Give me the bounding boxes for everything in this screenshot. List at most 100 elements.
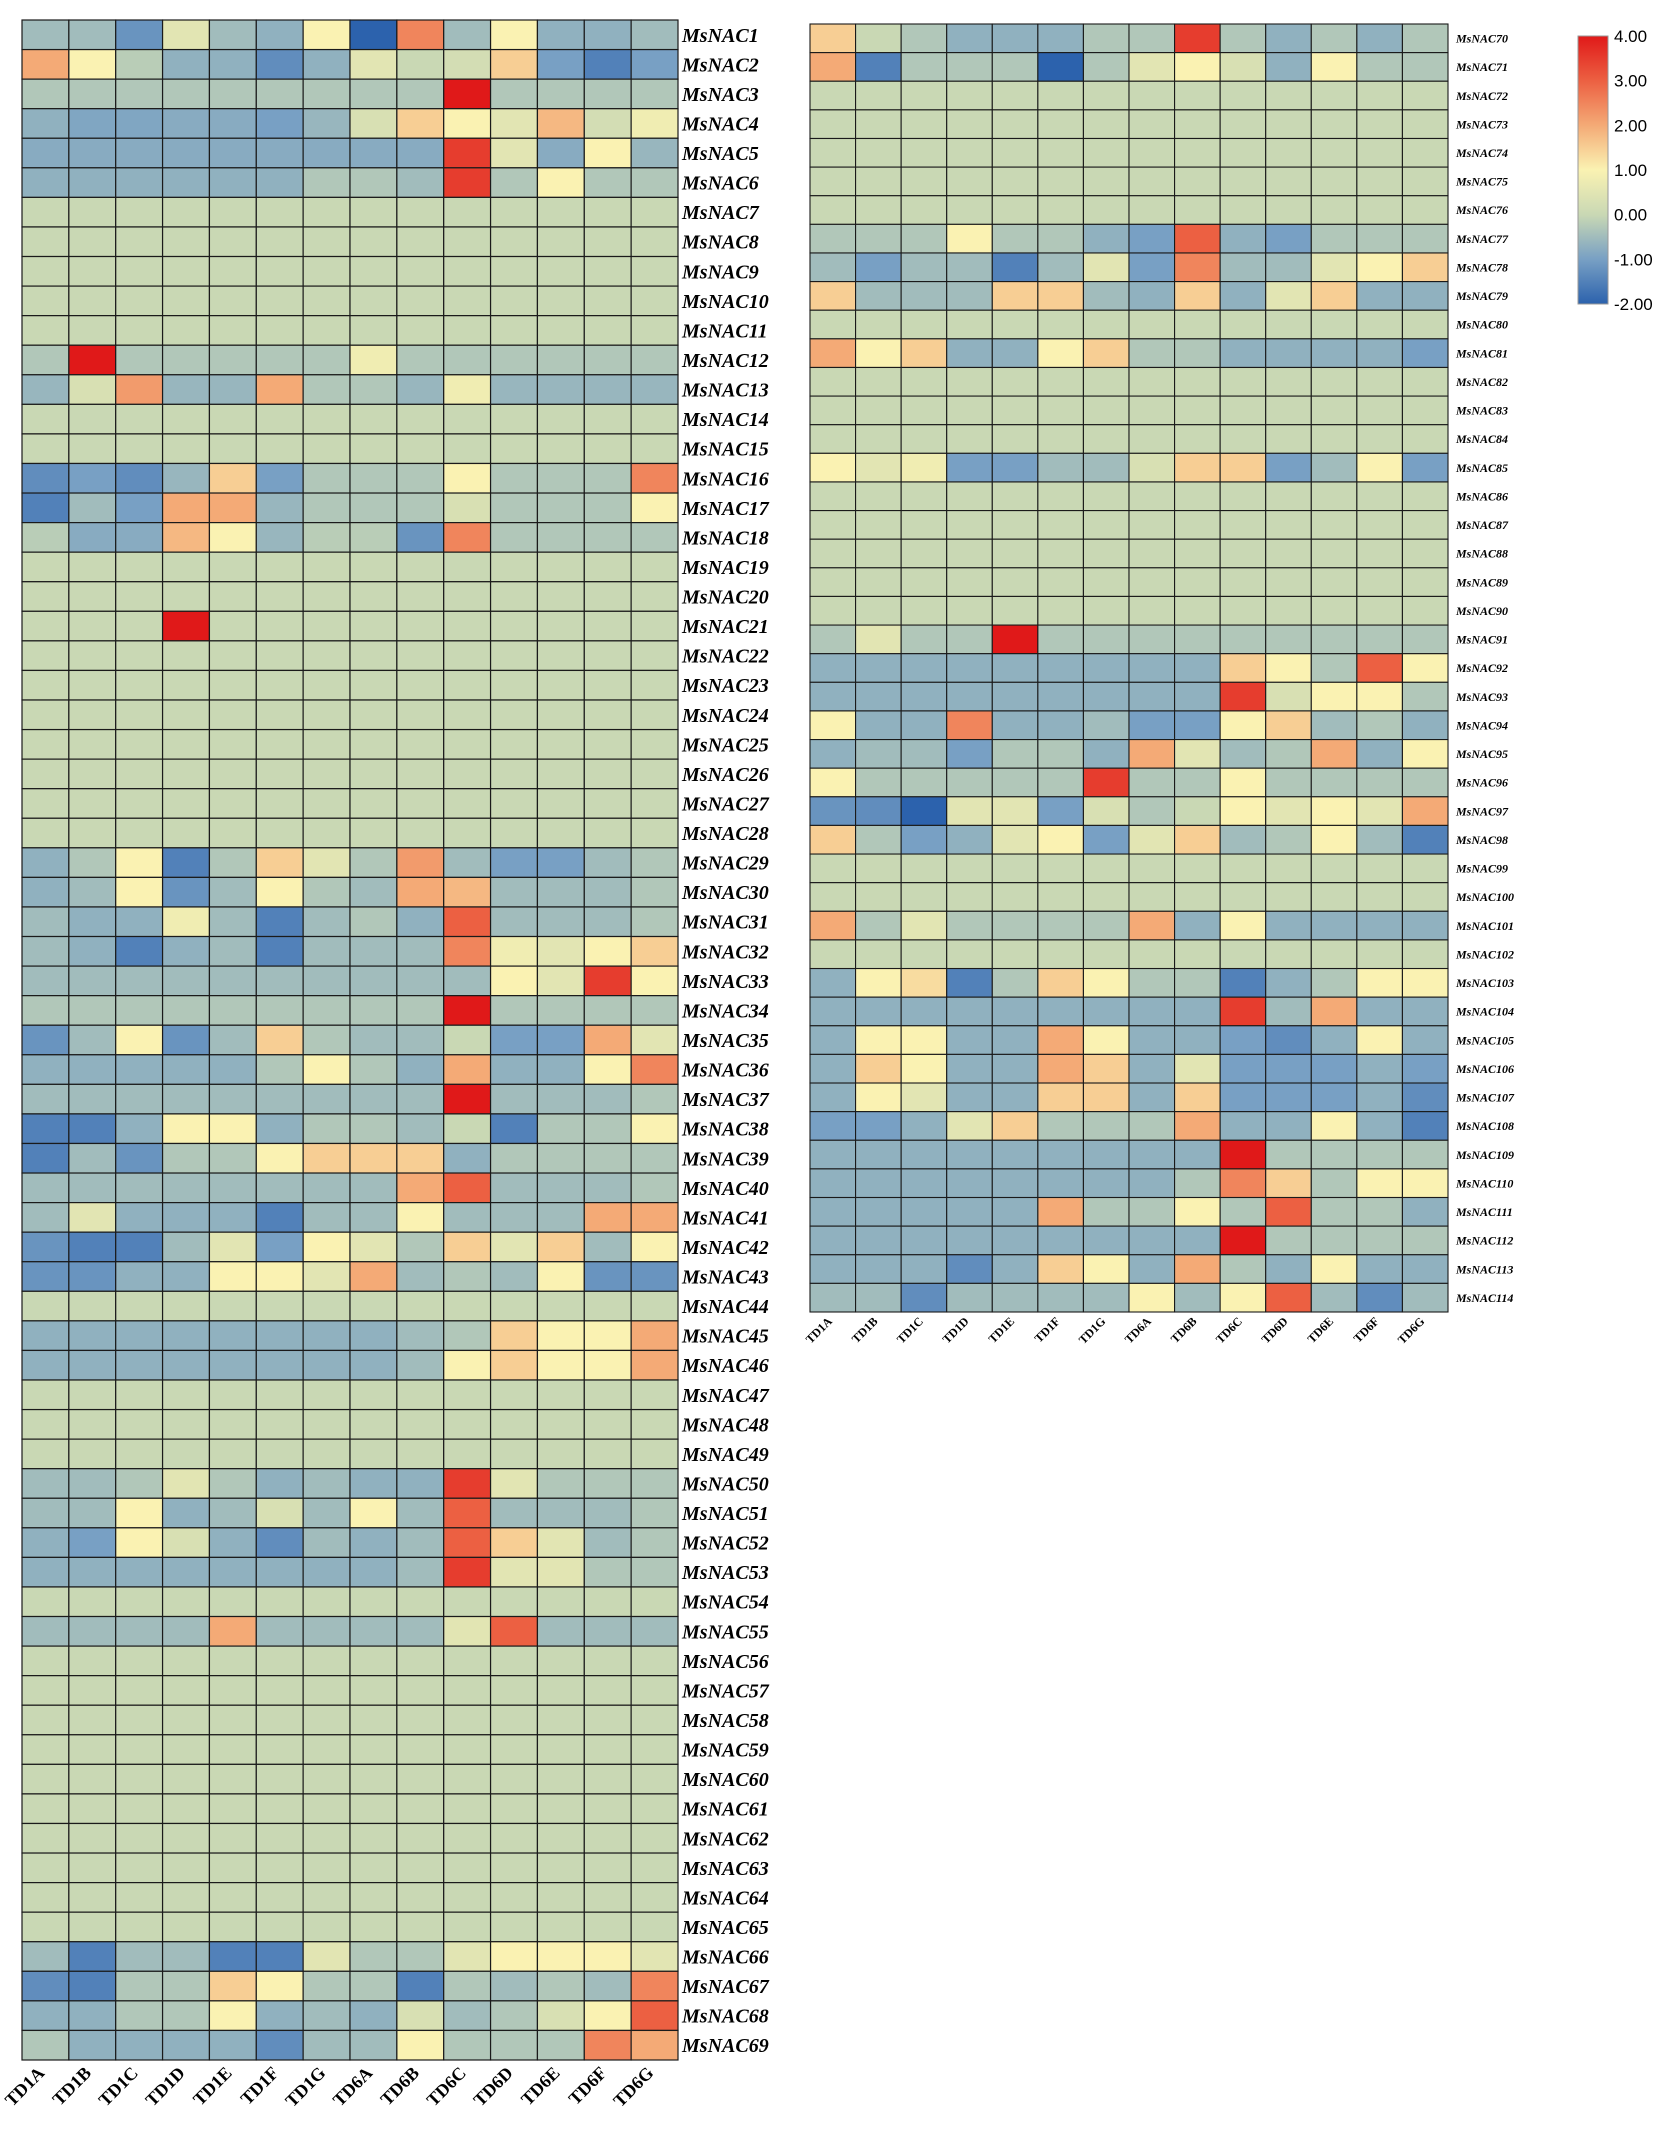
heatmap-cell bbox=[1128, 1139, 1176, 1170]
heatmap-cell bbox=[21, 433, 70, 465]
heatmap-cell bbox=[396, 226, 445, 258]
heatmap-cell bbox=[161, 492, 211, 524]
heatmap-cell bbox=[583, 403, 632, 435]
heatmap-cell bbox=[208, 1941, 257, 1972]
row-label: MsNAC106 bbox=[1455, 1062, 1514, 1076]
heatmap-cell bbox=[1174, 481, 1221, 512]
row-label: MsNAC101 bbox=[1455, 919, 1514, 933]
heatmap-cell bbox=[583, 1822, 632, 1854]
heatmap-cell bbox=[991, 567, 1039, 597]
heatmap-cell bbox=[1265, 424, 1312, 454]
heatmap-cell bbox=[536, 1970, 585, 2002]
heatmap-cell bbox=[855, 595, 902, 626]
heatmap-cell bbox=[396, 1379, 445, 1411]
heatmap-cell bbox=[68, 1497, 117, 1529]
heatmap-cell bbox=[630, 1083, 679, 1115]
heatmap-cell bbox=[161, 1704, 211, 1736]
heatmap-cell bbox=[1401, 510, 1449, 540]
heatmap-cell bbox=[302, 1438, 351, 1470]
heatmap-cell bbox=[1401, 395, 1449, 426]
row-label: MsNAC21 bbox=[681, 616, 769, 638]
heatmap-cell bbox=[489, 728, 539, 760]
heatmap-cell bbox=[1265, 395, 1312, 426]
heatmap-cell bbox=[991, 653, 1039, 683]
heatmap-cell bbox=[115, 817, 164, 849]
heatmap-cell bbox=[583, 1497, 632, 1529]
heatmap-cell bbox=[161, 1941, 211, 1972]
heatmap-cell bbox=[443, 965, 492, 997]
row-label: MsNAC52 bbox=[681, 1533, 769, 1555]
heatmap-cell bbox=[855, 653, 902, 683]
heatmap-cell bbox=[900, 223, 948, 254]
heatmap-cell bbox=[946, 1025, 993, 1055]
heatmap-cell bbox=[1356, 1254, 1403, 1284]
heatmap-cell bbox=[1037, 338, 1084, 369]
heatmap-cell bbox=[583, 19, 632, 51]
heatmap-cell bbox=[255, 196, 304, 228]
heatmap-cell bbox=[1037, 767, 1084, 798]
heatmap-cell bbox=[115, 1911, 164, 1943]
heatmap-cell bbox=[809, 739, 857, 769]
heatmap-cell bbox=[489, 935, 539, 967]
heatmap-cell bbox=[255, 1704, 304, 1736]
heatmap-cell bbox=[1174, 80, 1221, 111]
heatmap-cell bbox=[1174, 281, 1221, 311]
heatmap-cell bbox=[991, 137, 1039, 168]
heatmap-cell bbox=[161, 226, 211, 258]
heatmap-cell bbox=[1356, 1196, 1403, 1227]
heatmap-cell bbox=[396, 1408, 445, 1440]
heatmap-cell bbox=[489, 2000, 539, 2032]
heatmap-cell bbox=[1265, 481, 1312, 512]
heatmap-cell bbox=[255, 1734, 304, 1765]
heatmap-left: MsNAC1MsNAC2MsNAC3MsNAC4MsNAC5MsNAC6MsNA… bbox=[1, 19, 770, 2111]
heatmap-cell bbox=[855, 510, 902, 540]
heatmap-cell bbox=[302, 758, 351, 790]
heatmap-cell bbox=[583, 48, 632, 80]
heatmap-cell bbox=[349, 1113, 398, 1145]
heatmap-cell bbox=[443, 1438, 492, 1470]
heatmap-cell bbox=[302, 817, 351, 849]
heatmap-cell bbox=[1128, 1282, 1176, 1313]
heatmap-cell bbox=[489, 1054, 539, 1085]
heatmap-cell bbox=[1265, 195, 1312, 225]
heatmap-cell bbox=[583, 640, 632, 672]
heatmap-cell bbox=[1174, 1225, 1221, 1256]
heatmap-cell bbox=[68, 1911, 117, 1943]
heatmap-cell bbox=[302, 167, 351, 199]
heatmap-cell bbox=[255, 1911, 304, 1943]
heatmap-cell bbox=[68, 1083, 117, 1115]
heatmap-cell bbox=[489, 1142, 539, 1174]
heatmap-cell bbox=[443, 640, 492, 672]
heatmap-cell bbox=[349, 1468, 398, 1499]
heatmap-cell bbox=[855, 338, 902, 369]
color-legend: 4.003.002.001.000.00-1.00-2.00 bbox=[1577, 27, 1653, 314]
heatmap-cell bbox=[1219, 510, 1267, 540]
heatmap-cell bbox=[443, 1083, 492, 1115]
heatmap-cell bbox=[583, 1202, 632, 1233]
row-label: MsNAC45 bbox=[681, 1326, 769, 1348]
heatmap-cell bbox=[1082, 739, 1130, 769]
heatmap-cell bbox=[946, 1282, 993, 1313]
heatmap-cell bbox=[809, 1111, 857, 1141]
heatmap-cell bbox=[1356, 967, 1403, 998]
heatmap-cell bbox=[489, 1586, 539, 1618]
heatmap-cell bbox=[900, 681, 948, 712]
heatmap-cell bbox=[536, 1142, 585, 1174]
heatmap-cell bbox=[208, 1556, 257, 1588]
heatmap-cell bbox=[489, 876, 539, 908]
heatmap-cell bbox=[161, 1911, 211, 1943]
heatmap-cell bbox=[536, 1822, 585, 1854]
heatmap-cell bbox=[115, 1054, 164, 1085]
heatmap-cell bbox=[991, 166, 1039, 197]
heatmap-cell bbox=[1310, 137, 1358, 168]
heatmap-cell bbox=[443, 610, 492, 642]
heatmap-cell bbox=[255, 1763, 304, 1795]
heatmap-cell bbox=[900, 23, 948, 54]
heatmap-cell bbox=[1037, 882, 1084, 912]
heatmap-cell bbox=[583, 758, 632, 790]
heatmap-cell bbox=[21, 640, 70, 672]
row-label: MsNAC72 bbox=[1455, 89, 1508, 103]
heatmap-cell bbox=[991, 824, 1039, 855]
heatmap-cell bbox=[396, 1527, 445, 1558]
heatmap-cell bbox=[809, 710, 857, 741]
